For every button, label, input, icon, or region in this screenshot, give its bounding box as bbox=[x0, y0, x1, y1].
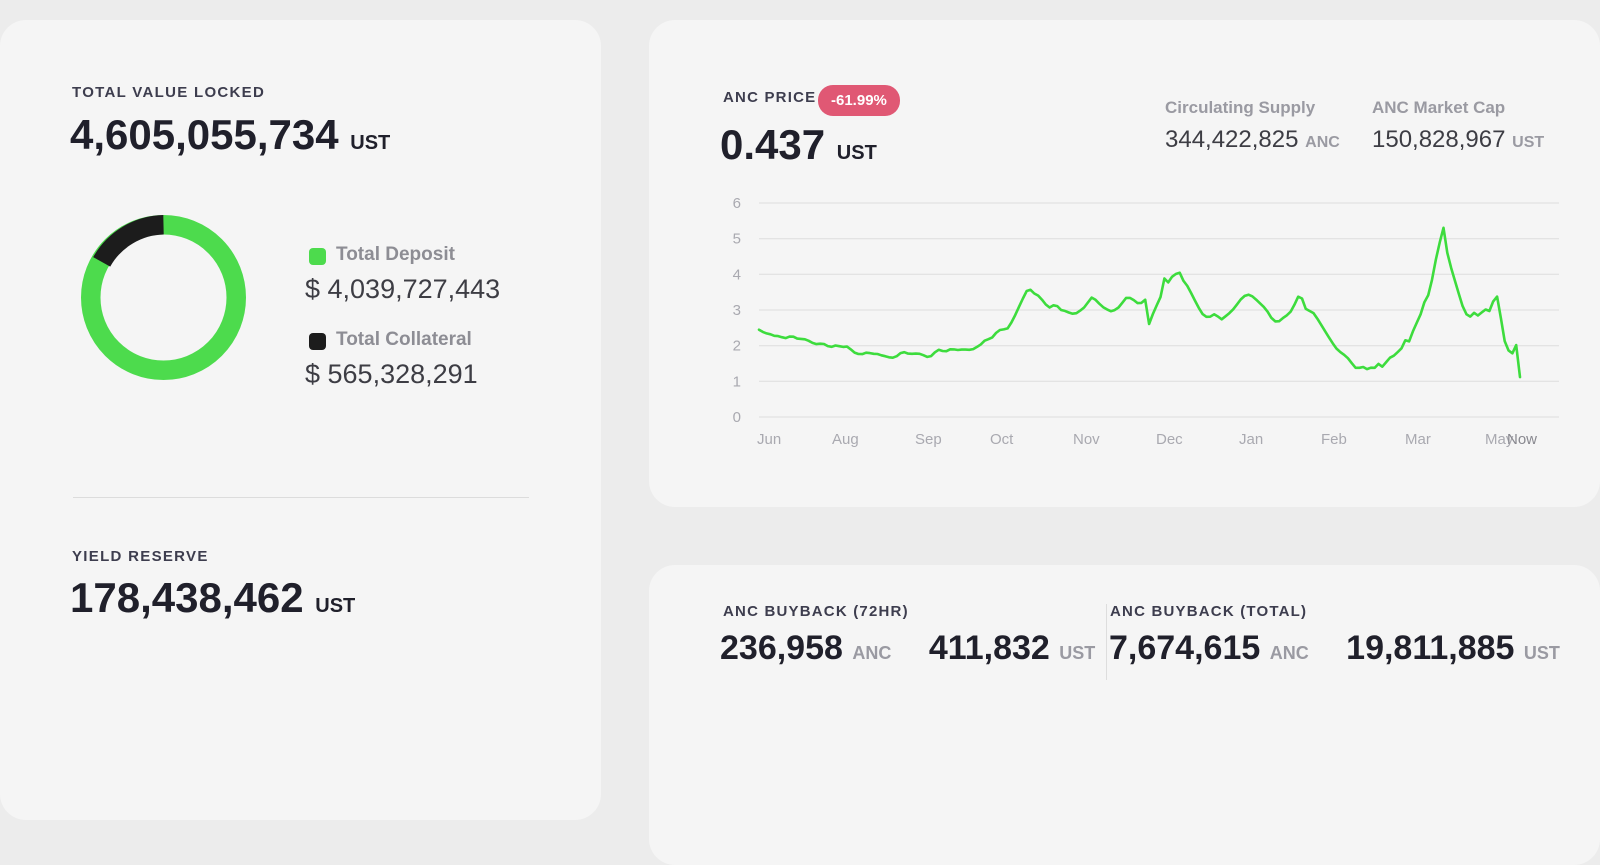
svg-text:Feb: Feb bbox=[1321, 431, 1347, 448]
svg-text:Now: Now bbox=[1507, 431, 1537, 448]
svg-text:6: 6 bbox=[733, 195, 741, 212]
svg-text:0: 0 bbox=[733, 409, 741, 426]
svg-text:Jan: Jan bbox=[1239, 431, 1263, 448]
svg-text:1: 1 bbox=[733, 373, 741, 390]
svg-text:Dec: Dec bbox=[1156, 431, 1183, 448]
svg-text:Oct: Oct bbox=[990, 431, 1014, 448]
svg-text:Sep: Sep bbox=[915, 431, 942, 448]
svg-text:Aug: Aug bbox=[832, 431, 859, 448]
svg-text:3: 3 bbox=[733, 302, 741, 319]
svg-text:5: 5 bbox=[733, 231, 741, 248]
svg-text:Nov: Nov bbox=[1073, 431, 1100, 448]
svg-text:Mar: Mar bbox=[1405, 431, 1431, 448]
svg-text:2: 2 bbox=[733, 338, 741, 355]
svg-text:Jun: Jun bbox=[757, 431, 781, 448]
svg-text:4: 4 bbox=[733, 266, 741, 283]
